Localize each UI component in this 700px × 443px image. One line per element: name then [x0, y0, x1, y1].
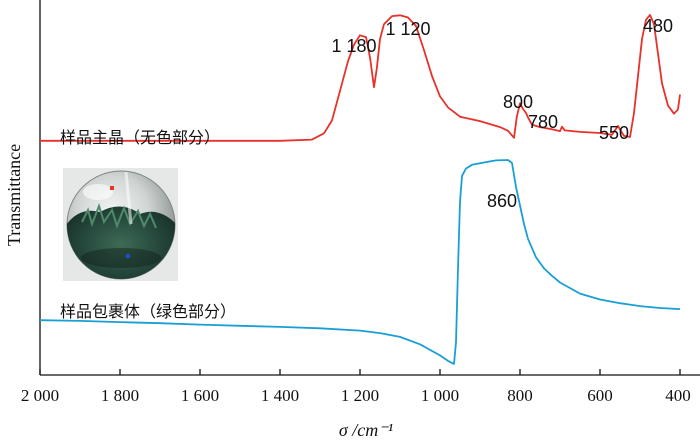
- gemstone-sphere-photo: [63, 168, 178, 281]
- x-axis-ticks: 2 000 1 800 1 600 1 400 1 200 1 000 800 600 400: [21, 369, 691, 405]
- peak-label-780: 780: [528, 112, 558, 132]
- series-layer: [39, 14, 681, 365]
- x-tick-label: 1 000: [421, 386, 459, 405]
- peak-label-1180: 1 180: [331, 36, 376, 56]
- series-label-inclusion: 样品包裹体（绿色部分）: [60, 302, 236, 321]
- x-tick-label: 600: [587, 386, 613, 405]
- peak-label-800: 800: [503, 92, 533, 112]
- peak-label-1120: 1 120: [385, 19, 430, 39]
- series-line-main-crystal: [40, 14, 681, 142]
- x-tick-label: 400: [665, 386, 691, 405]
- x-tick-label: 1 600: [181, 386, 219, 405]
- x-tick-label: 800: [507, 386, 533, 405]
- y-axis-title: Transmittance: [4, 144, 24, 246]
- peak-label-550: 550: [599, 123, 629, 143]
- x-tick-label: 1 800: [101, 386, 139, 405]
- x-axis-title: σ /cm⁻¹: [339, 420, 393, 440]
- x-tick-label: 2 000: [21, 386, 59, 405]
- peak-label-480: 480: [643, 16, 673, 36]
- series-label-main-crystal: 样品主晶（无色部分）: [60, 128, 220, 147]
- x-tick-label: 1 400: [261, 386, 299, 405]
- series-line-inclusion: [39, 159, 681, 365]
- peak-label-860: 860: [487, 191, 517, 211]
- x-tick-label: 1 200: [341, 386, 379, 405]
